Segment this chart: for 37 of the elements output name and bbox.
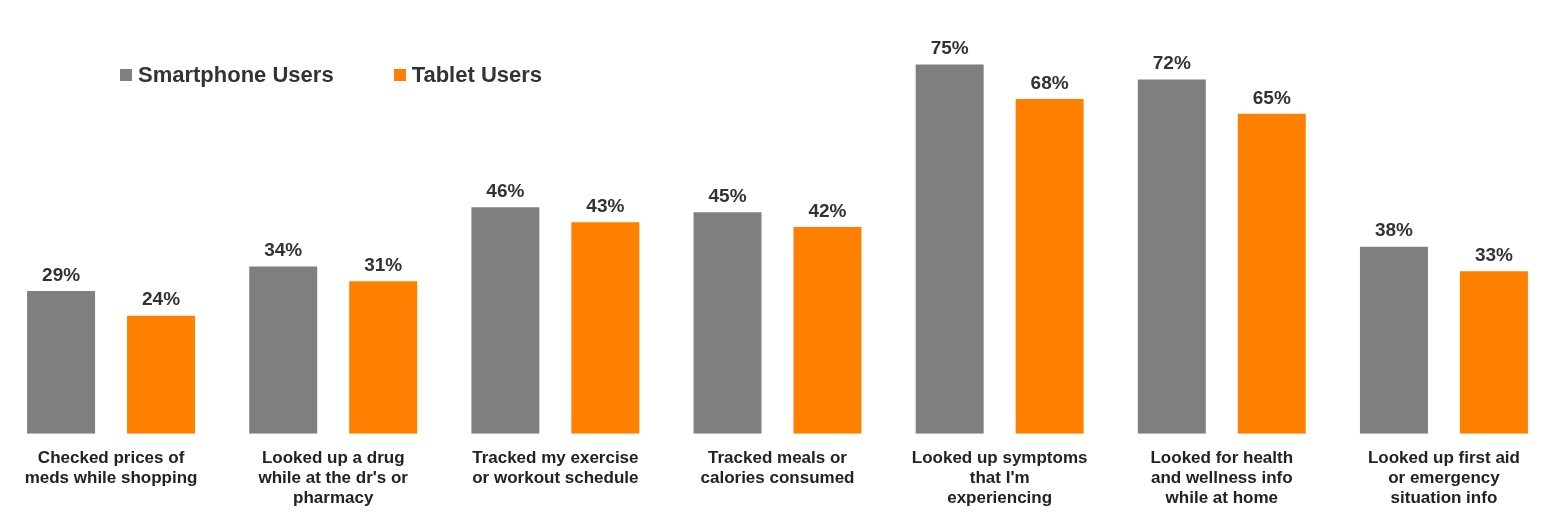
data-label: 46%	[486, 180, 525, 202]
x-tick-label: Looked up first aid or emergency situation info	[1367, 447, 1520, 508]
data-label: 43%	[586, 194, 625, 216]
x-tick-label: Tracked my exercise or workout schedule	[472, 447, 639, 488]
data-label: 65%	[1252, 86, 1291, 108]
bar	[1237, 113, 1306, 434]
bar	[693, 212, 762, 434]
data-label: 45%	[708, 185, 747, 207]
bar	[1359, 246, 1428, 434]
data-label: 31%	[364, 253, 403, 275]
data-label: 42%	[808, 199, 847, 221]
bar	[571, 222, 640, 434]
bar	[471, 207, 540, 434]
data-label: 33%	[1474, 244, 1514, 266]
bar	[127, 315, 196, 434]
legend-label: Smartphone Users	[138, 62, 334, 88]
legend-label: Tablet Users	[411, 62, 543, 88]
data-label: 34%	[264, 239, 303, 261]
x-tick-label: Looked for health and wellness info while at home	[1150, 447, 1294, 508]
x-tick-label: Checked prices of meds while shopping	[24, 447, 198, 488]
data-label: 24%	[142, 288, 181, 310]
bar	[349, 281, 418, 434]
x-tick-label: Tracked meals or calories consumed	[700, 447, 855, 488]
data-label: 72%	[1152, 52, 1191, 74]
data-label: 68%	[1030, 71, 1069, 93]
bar	[1015, 99, 1084, 434]
bar	[793, 227, 862, 434]
x-tick-label: Looked up a drug while at the dr's or pharmacy	[257, 447, 409, 508]
bar	[27, 291, 96, 434]
data-label: 29%	[42, 263, 81, 285]
bar	[1459, 271, 1528, 434]
data-label: 75%	[930, 37, 969, 59]
bar	[249, 266, 318, 434]
data-label: 38%	[1374, 219, 1414, 241]
bar	[1137, 79, 1206, 434]
x-tick-label: Looked up symptoms that I'm experiencing	[911, 447, 1088, 508]
bar	[915, 64, 984, 434]
